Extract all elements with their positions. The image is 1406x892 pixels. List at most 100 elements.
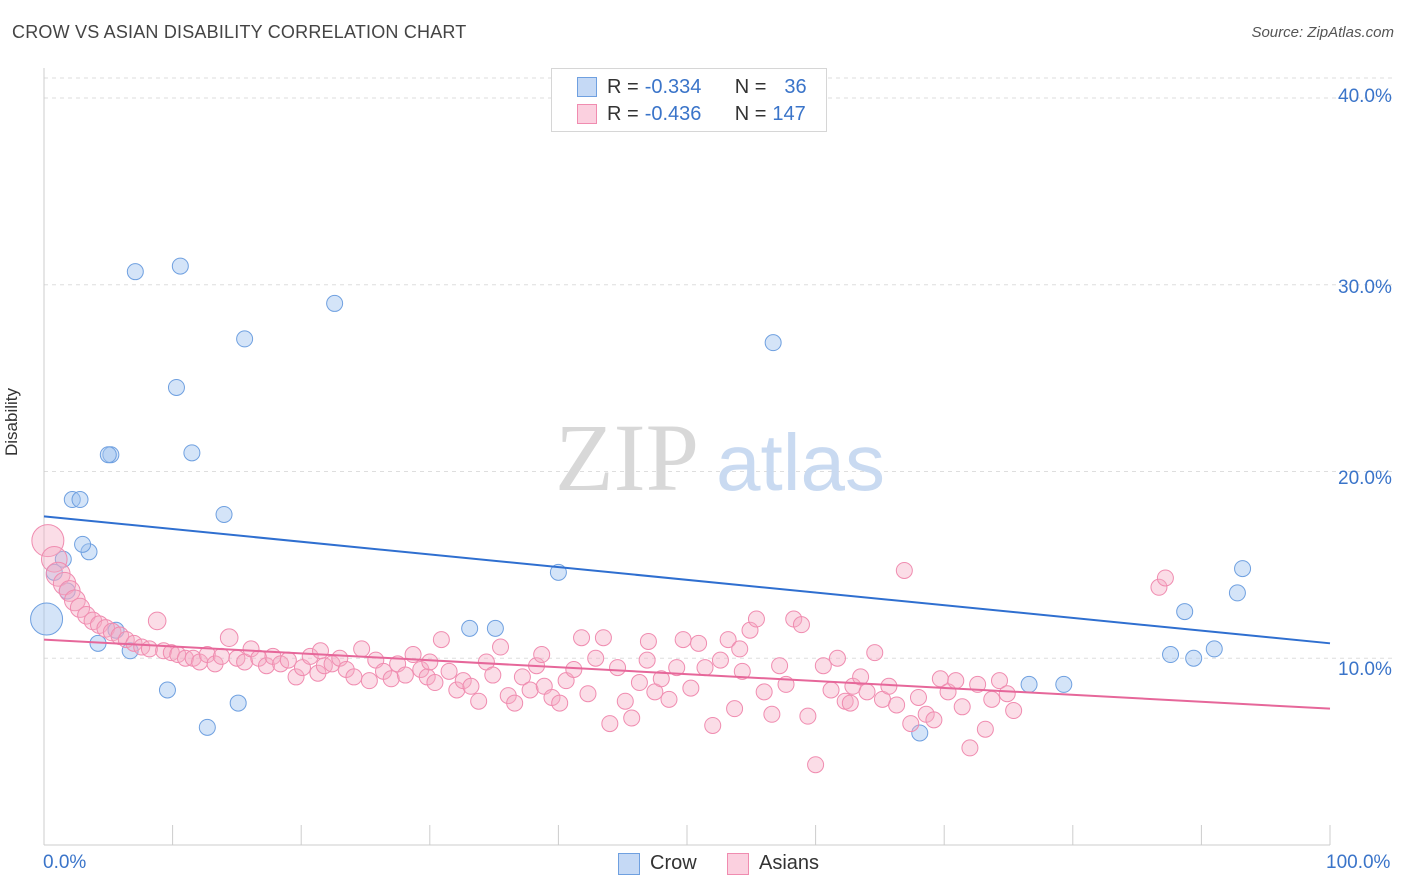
asians-trend-line — [43, 638, 1331, 710]
crow-point-33 — [1205, 640, 1223, 658]
crow-point-15 — [167, 378, 185, 396]
chart-title: CROW VS ASIAN DISABILITY CORRELATION CHA… — [12, 22, 467, 42]
legend-r-label: R = — [607, 102, 639, 125]
crow-legend-label: Crow — [650, 852, 697, 874]
asians-point-133 — [998, 685, 1016, 703]
asians-point-55 — [426, 674, 444, 692]
asians-point-105 — [792, 616, 810, 634]
crow-point-0 — [30, 602, 64, 636]
asians-point-126 — [947, 672, 965, 690]
crow-point-17 — [183, 444, 201, 462]
y-tick-label-40: 40.0% — [1338, 86, 1392, 107]
asians-point-63 — [484, 666, 502, 684]
crow-point-2 — [54, 550, 72, 568]
asians-point-97 — [733, 662, 751, 680]
asians-point-58 — [448, 681, 466, 699]
asians-point-16 — [140, 640, 158, 658]
crow-swatch — [577, 77, 597, 97]
asians-point-46 — [360, 672, 378, 690]
asians-legend-label: Asians — [759, 852, 820, 874]
asians-point-6 — [69, 597, 91, 618]
legend-n-value: 147 — [772, 102, 806, 125]
asians-point-121 — [909, 688, 927, 706]
asians-point-82 — [623, 709, 641, 727]
asians-point-38 — [301, 647, 319, 665]
crow-point-23 — [461, 619, 479, 637]
crow-point-19 — [215, 505, 233, 523]
asians-point-86 — [652, 670, 670, 688]
legend-item-asians: Asians — [727, 852, 819, 875]
asians-point-135 — [1150, 578, 1168, 596]
asians-point-138 — [731, 640, 749, 658]
asians-point-115 — [866, 644, 884, 662]
watermark-atlas: atlas — [716, 418, 885, 507]
asians-point-132 — [990, 672, 1008, 690]
legend-r-value: -0.436 — [644, 102, 702, 125]
crow-point-6 — [71, 491, 89, 509]
source-label: Source: ZipAtlas.com — [1251, 24, 1394, 41]
asians-point-87 — [660, 690, 678, 708]
asians-point-90 — [682, 679, 700, 697]
asians-point-140 — [533, 646, 551, 664]
asians-point-32 — [257, 657, 275, 675]
asians-point-108 — [814, 657, 832, 675]
legend-row-asians: R = -0.436 N = 147 — [552, 101, 806, 127]
asians-point-49 — [382, 670, 400, 688]
crow-point-22 — [326, 294, 344, 312]
asians-point-27 — [219, 628, 239, 648]
correlation-legend: R = -0.334 N = 36 R = -0.436 N = 147 — [551, 68, 827, 132]
asians-point-68 — [521, 681, 539, 699]
asians-point-88 — [668, 659, 686, 677]
asians-point-57 — [440, 662, 458, 680]
asians-point-64 — [492, 638, 510, 656]
asians-point-107 — [807, 756, 825, 774]
asians-point-91 — [690, 634, 708, 652]
crow-point-34 — [1228, 584, 1246, 602]
asians-point-78 — [594, 629, 612, 647]
asians-point-109 — [822, 681, 840, 699]
crow-point-29 — [1055, 675, 1073, 693]
asians-point-92 — [696, 659, 714, 677]
asians-point-101 — [763, 705, 781, 723]
grid-lines — [44, 77, 1392, 659]
y-tick-label-20: 20.0% — [1338, 468, 1392, 489]
asians-point-77 — [587, 649, 605, 667]
asians-point-100 — [755, 683, 773, 701]
asians-point-76 — [579, 685, 597, 703]
asians-point-84 — [638, 651, 656, 669]
asians-point-3 — [52, 571, 77, 596]
asians-point-67 — [513, 668, 531, 686]
crow-point-27 — [911, 724, 929, 742]
asians-point-102 — [771, 657, 789, 675]
legend-n-label: N = — [734, 75, 767, 98]
crow-point-24 — [486, 619, 504, 637]
asians-point-72 — [551, 694, 569, 712]
legend-n-label: N = — [734, 102, 767, 125]
crow-point-35 — [1234, 560, 1252, 578]
asians-point-51 — [396, 666, 414, 684]
asians-point-35 — [279, 651, 297, 669]
asians-swatch — [577, 104, 597, 124]
asians-point-139 — [639, 632, 657, 650]
crow-point-13 — [126, 263, 144, 281]
legend-item-crow: Crow — [618, 852, 697, 875]
y-tick-label-30: 30.0% — [1338, 277, 1392, 298]
watermark: ZIP atlas — [555, 404, 885, 511]
asians-point-136 — [1156, 569, 1174, 587]
crow-point-31 — [1176, 603, 1194, 621]
series-legend: Crow Asians — [0, 852, 1406, 876]
crow-point-7 — [74, 535, 92, 553]
crow-trend-line — [43, 515, 1331, 645]
asians-point-106 — [799, 707, 817, 725]
legend-r-label: R = — [607, 75, 639, 98]
asians-point-99 — [747, 610, 765, 628]
asians-point-44 — [345, 668, 363, 686]
asians-point-60 — [462, 677, 480, 695]
crow-point-21 — [236, 330, 254, 348]
asians-point-142 — [311, 642, 329, 660]
asians-point-134 — [1005, 702, 1023, 720]
asians-point-141 — [421, 653, 439, 671]
trend-lines — [43, 515, 1331, 710]
crow-point-16 — [171, 257, 189, 275]
